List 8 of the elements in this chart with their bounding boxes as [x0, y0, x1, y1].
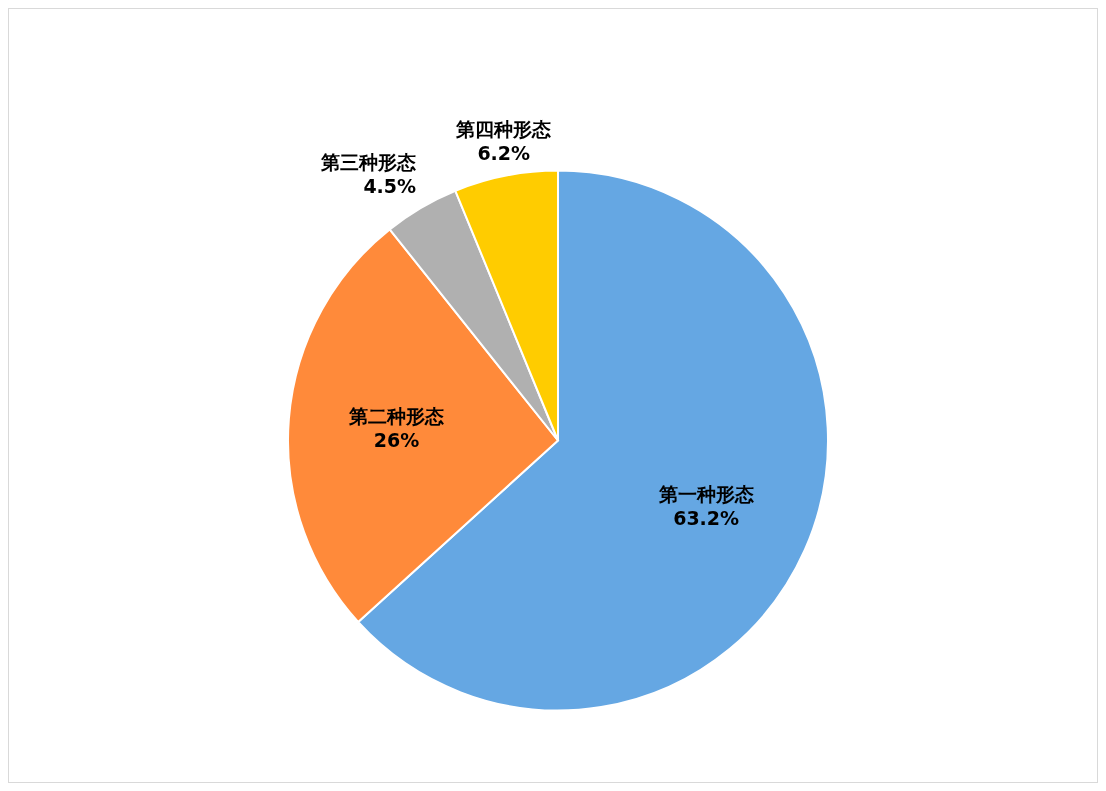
slice-label: 第二种形态: [348, 404, 445, 427]
data-label: 4.5%: [363, 175, 417, 198]
data-label: 6.2%: [477, 141, 531, 164]
slice-label: 第四种形态: [455, 117, 552, 140]
slice-label: 第三种形态: [320, 151, 417, 174]
data-label: 26%: [373, 428, 420, 451]
data-label: 63.2%: [673, 507, 740, 530]
slice-label: 第一种形态: [657, 483, 754, 506]
